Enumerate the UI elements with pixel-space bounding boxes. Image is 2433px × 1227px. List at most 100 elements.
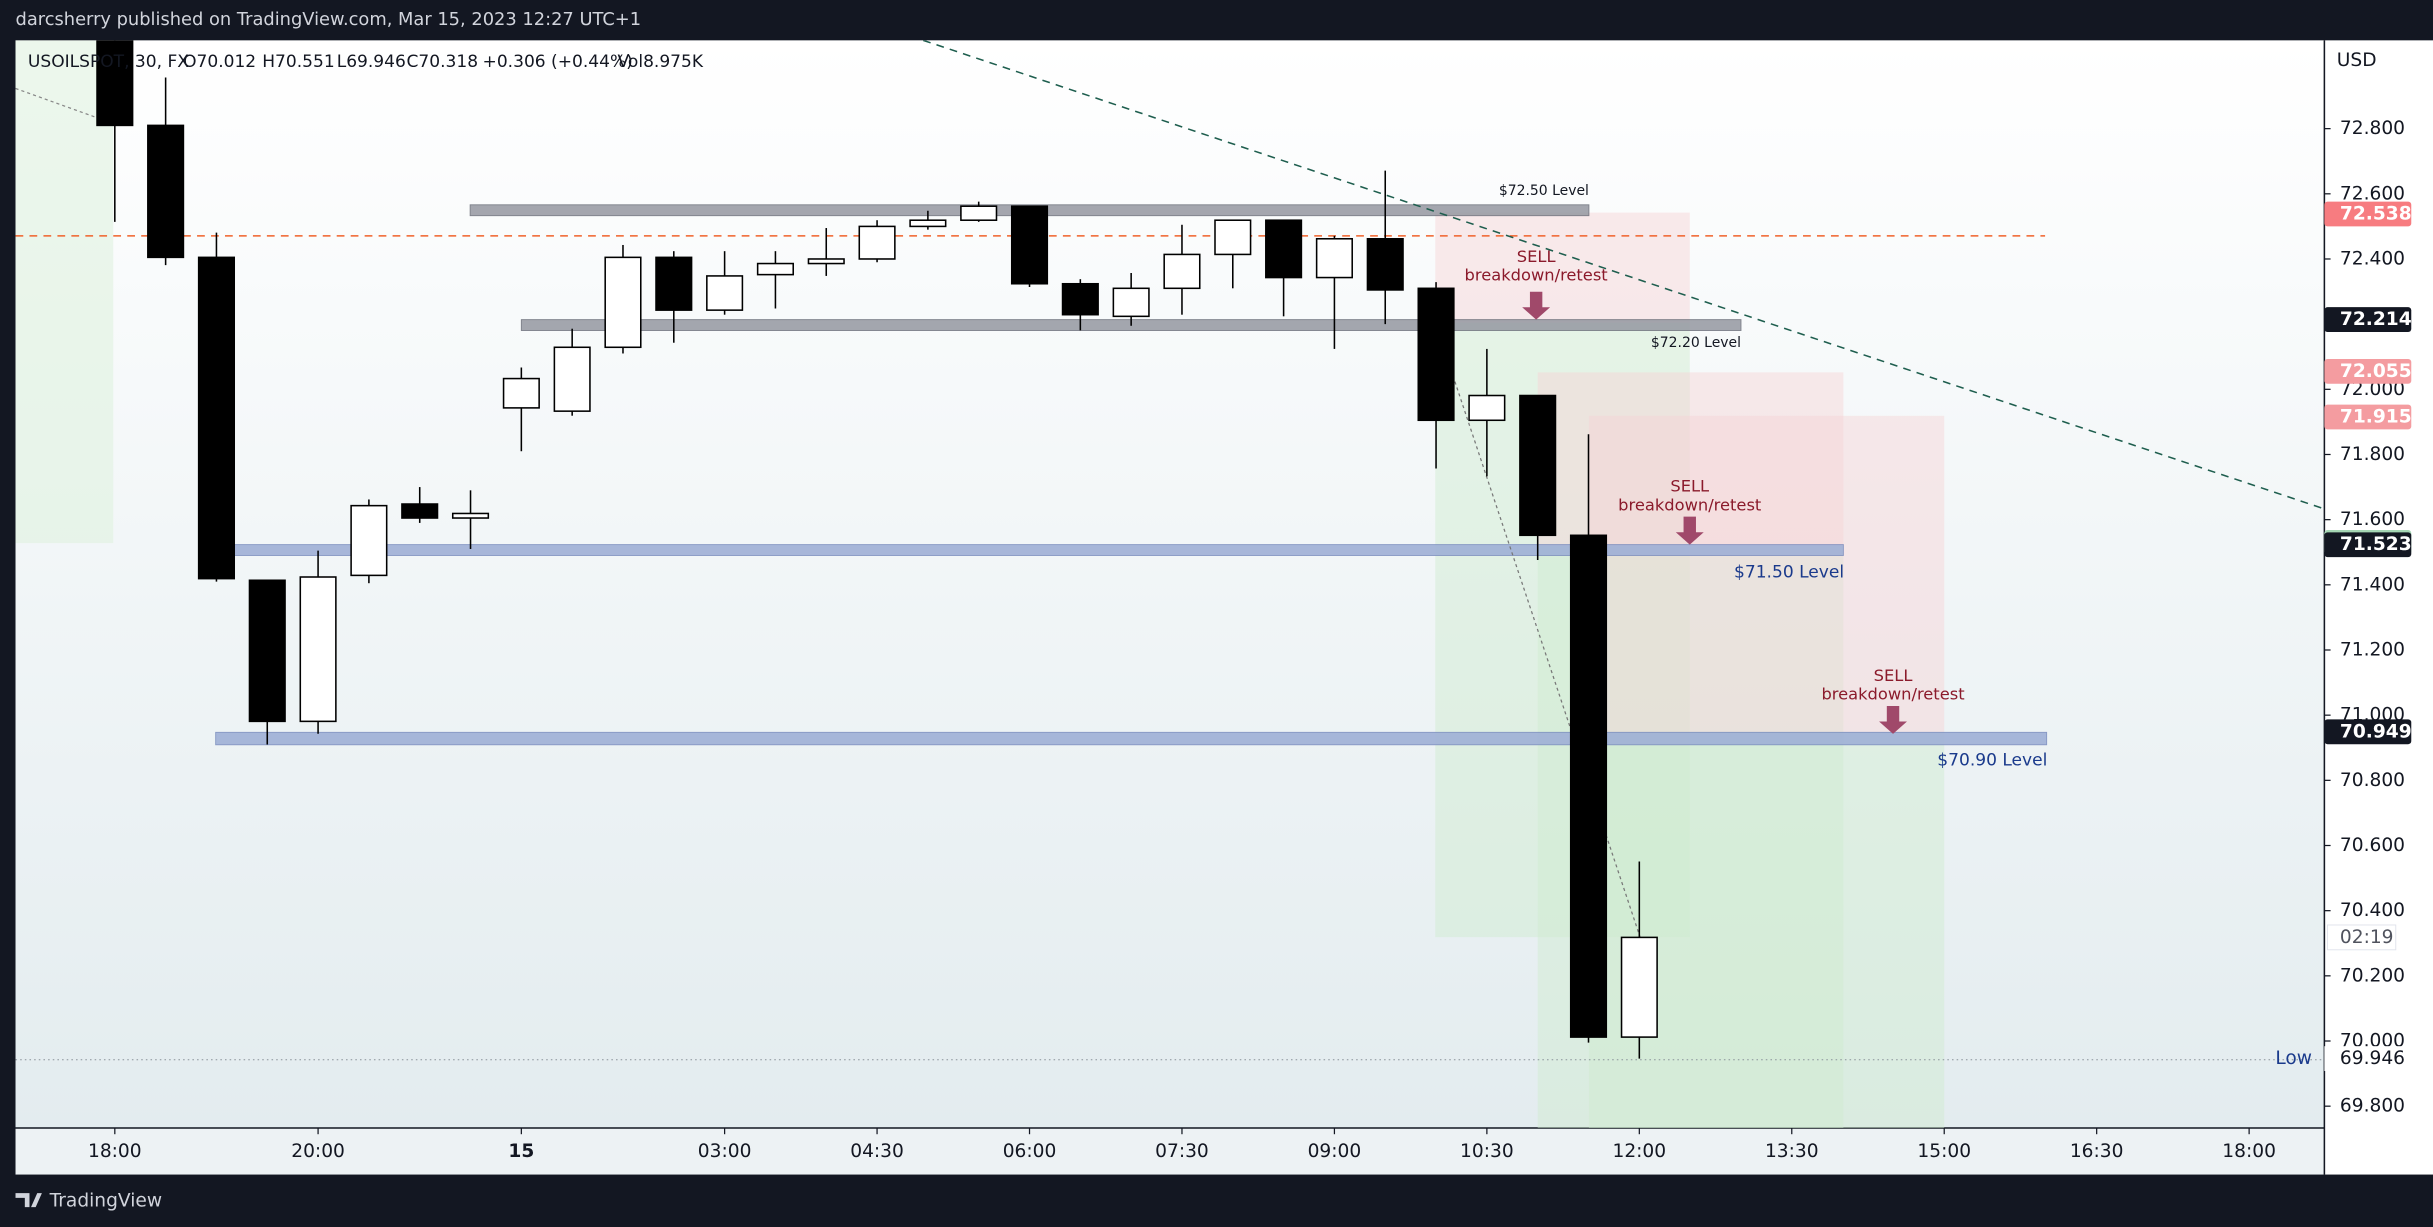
candle-body	[1163, 253, 1201, 290]
sell-arrow	[1879, 705, 1907, 734]
candle-body	[147, 124, 185, 259]
low-label: Low	[2275, 1048, 2312, 1069]
candle-body	[960, 205, 998, 221]
publisher: darcsherry published on TradingView.com,…	[16, 9, 642, 30]
x-tick-label: 10:30	[1460, 1141, 1514, 1162]
price-tag	[2324, 307, 2412, 333]
x-tick-label: 13:30	[1765, 1141, 1819, 1162]
candle-body	[1265, 219, 1303, 279]
time-axis	[15, 1128, 2325, 1175]
x-tick-label: 03:00	[698, 1141, 752, 1162]
projection-line	[1434, 322, 1641, 938]
y-tick-label: 70.600	[2340, 835, 2405, 856]
candles	[96, 40, 1658, 1059]
signal-subtitle: breakdown/retest	[1821, 685, 1964, 704]
price-tag-label: 72.214	[2340, 309, 2412, 330]
volume: Vol8.975K	[618, 52, 704, 72]
candle-body	[197, 256, 236, 580]
candle-body	[1417, 287, 1455, 422]
y-tick-label: 72.400	[2340, 248, 2405, 269]
level-label: $72.20 Level	[1651, 335, 1741, 351]
ohlc-open: O70.012	[183, 52, 256, 72]
price-tag-label: 71.523	[2340, 534, 2412, 555]
candle-body	[1010, 205, 1049, 285]
symbol: USOILSPOT, 30, FX	[28, 52, 189, 72]
logo	[15, 1193, 42, 1208]
price-tag-label: 72.538	[2340, 204, 2412, 225]
candle-body	[1569, 534, 1608, 1038]
axes: 69.80070.00070.20070.40070.60070.80071.0…	[88, 118, 2412, 1162]
candle-body	[1519, 394, 1557, 537]
level-label: $72.50 Level	[1499, 183, 1589, 199]
price-tag	[2324, 532, 2412, 558]
plot	[15, 40, 2325, 1129]
price-tag-label: 70.949	[2340, 721, 2412, 742]
candle-body	[858, 225, 896, 260]
x-tick-label: 09:00	[1308, 1141, 1362, 1162]
y-tick-label: 72.000	[2340, 379, 2405, 400]
y-tick-label: 71.400	[2340, 574, 2405, 595]
signal-title: SELL	[1874, 666, 1913, 685]
candle-body	[451, 512, 490, 519]
low-tag	[2324, 1046, 2412, 1072]
y-tick-label: 69.800	[2340, 1096, 2405, 1117]
x-tick-label: 06:00	[1003, 1141, 1057, 1162]
x-tick-label: 07:30	[1155, 1141, 1209, 1162]
candle-body	[655, 256, 693, 311]
price-tag-label: 72.055	[2340, 361, 2412, 382]
target-zone	[1588, 732, 1945, 1129]
currency: USD	[2337, 50, 2377, 71]
x-tick-label: 15	[508, 1141, 534, 1162]
y-tick-label: 70.200	[2340, 965, 2405, 986]
candle-body	[553, 346, 591, 412]
level-label: $71.50 Level	[1734, 563, 1844, 583]
price-tag-label: 71.915	[2340, 407, 2412, 428]
x-tick-label: 12:00	[1612, 1141, 1666, 1162]
price-tag	[2324, 358, 2412, 384]
signal-subtitle: breakdown/retest	[1618, 495, 1761, 514]
candle-body	[1214, 219, 1252, 256]
ohlc-close: C70.318	[407, 52, 479, 72]
candle-body	[756, 262, 794, 276]
x-tick-label: 18:00	[2222, 1141, 2276, 1162]
y-tick-label: 70.800	[2340, 770, 2405, 791]
change: +0.306 (+0.44%)	[483, 52, 633, 72]
candle-body	[909, 219, 947, 228]
price-tag	[2324, 201, 2412, 227]
countdown-tag	[2327, 924, 2397, 951]
target-zone	[1435, 322, 1690, 938]
candle-body	[1620, 936, 1658, 1038]
brand-name: TradingView	[49, 1190, 162, 1211]
candle-body	[502, 377, 540, 409]
sell-arrow	[1522, 291, 1551, 320]
candle-body	[706, 275, 744, 311]
price-axis	[2324, 40, 2433, 1175]
brand: TradingView	[15, 1190, 162, 1211]
low-tag-label: 69.946	[2340, 1048, 2405, 1069]
candle-body	[1366, 238, 1404, 291]
trend-line	[922, 40, 2325, 510]
x-tick-label: 15:00	[1917, 1141, 1971, 1162]
candle-body	[96, 40, 134, 127]
ohlc-high: H70.551	[262, 52, 334, 72]
ohlc-low: L69.946	[337, 52, 406, 72]
sell-arrow	[1675, 516, 1704, 545]
candle-body	[1061, 282, 1099, 316]
candle-body	[350, 504, 388, 577]
signal-subtitle: breakdown/retest	[1465, 266, 1608, 285]
y-tick-label: 71.800	[2340, 444, 2405, 465]
level-label: $70.90 Level	[1937, 750, 2047, 770]
countdown: 02:19	[2340, 927, 2394, 948]
y-tick-label: 72.600	[2340, 183, 2405, 204]
candle-body	[248, 579, 286, 723]
x-tick-label: 20:00	[291, 1141, 345, 1162]
signal-title: SELL	[1670, 477, 1709, 496]
x-tick-label: 04:30	[850, 1141, 904, 1162]
price-tag	[2324, 404, 2412, 430]
x-tick-label: 16:30	[2070, 1141, 2124, 1162]
signal-title: SELL	[1517, 247, 1556, 266]
y-tick-label: 70.400	[2340, 900, 2405, 921]
plot-area	[15, 40, 2325, 1129]
